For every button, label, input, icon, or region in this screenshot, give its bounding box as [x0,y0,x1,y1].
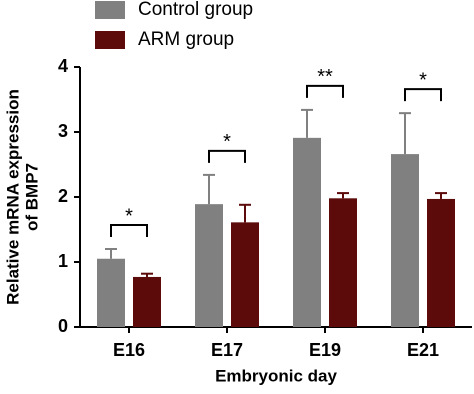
bar [391,154,419,327]
significance-bracket [404,88,442,102]
y-tick-label: 0 [58,316,68,336]
significance-label: * [223,131,231,153]
error-bar [337,192,349,199]
bar [97,258,125,327]
bar [329,198,357,327]
error-bar [203,173,215,205]
y-tick-label: 2 [58,186,68,206]
legend-label: ARM group [138,29,234,50]
x-tick-label: E21 [407,340,439,360]
y-axis-title: Relative mRNA expression of BMP7 [3,89,41,305]
y-tick-label: 4 [58,56,68,76]
significance-label: * [419,69,427,91]
y-axis-title-line: of BMP7 [22,163,41,231]
y-tick-label: 1 [58,251,68,271]
error-bar [239,203,251,223]
legend-label: Control group [138,0,253,20]
significance-bracket [208,149,246,163]
bar [231,222,259,327]
error-bar [301,108,313,138]
x-tick-label: E16 [113,340,145,360]
x-axis-title: Embryonic day [215,366,337,385]
significance-bracket [306,84,344,98]
error-bar [105,248,117,259]
x-tick-label: E19 [309,340,341,360]
legend-swatch [95,31,125,49]
significance-label: * [125,205,133,227]
y-axis-title-line: Relative mRNA expression [3,89,22,305]
legend-swatch [95,1,125,19]
bar [293,137,321,327]
bar [133,276,161,327]
significance-bracket [110,224,148,237]
x-tick-label: E17 [211,340,243,360]
bar [195,204,223,327]
y-tick-label: 3 [58,121,68,141]
error-bar [399,112,411,155]
error-bar [141,272,153,277]
bar [427,198,455,327]
significance-label: ** [317,66,333,88]
error-bar [435,192,447,199]
